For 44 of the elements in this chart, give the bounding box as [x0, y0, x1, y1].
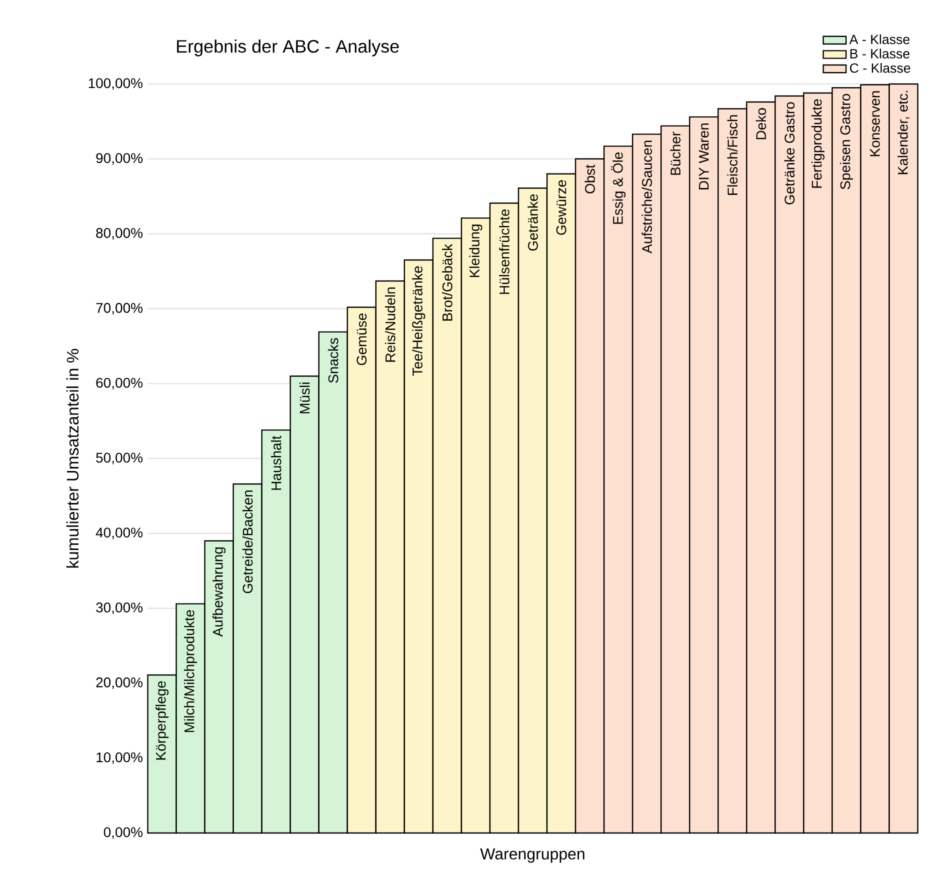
x-tick-label: Haushalt — [270, 436, 282, 490]
x-tick-label: Hülsenfrüchte — [499, 209, 510, 294]
y-tick-label: 10,00% — [96, 752, 143, 764]
x-tick-label: Essig & Öle — [611, 152, 626, 224]
x-tick-label: Körperpflege — [155, 681, 169, 760]
x-tick-label: Milch/Milchprodukte — [184, 610, 198, 732]
x-tick-label: Gewürze — [556, 180, 566, 235]
legend-label: B - Klasse — [850, 48, 910, 58]
y-tick-label: 70,00% — [96, 302, 143, 314]
y-tick-label: 30,00% — [96, 602, 143, 614]
x-axis-title: Warengruppen — [480, 848, 584, 863]
x-tick-label: DIY Waren — [698, 123, 709, 190]
y-tick-label: 50,00% — [96, 452, 143, 464]
x-tick-label: Gemüse — [356, 313, 367, 366]
x-tick-label: Getreide/Backen — [242, 490, 253, 594]
x-tick-label: Fleisch/Fisch — [727, 115, 738, 195]
chart-title: Ergebnis der ABC - Analyse — [177, 40, 399, 56]
x-tick-label: Müsli — [299, 382, 310, 414]
x-tick-label: Aufstriche/Saucen — [642, 140, 652, 254]
x-tick-label: Kalender, etc. — [898, 90, 910, 174]
y-tick-label: 60,00% — [96, 378, 143, 390]
y-tick-label: 80,00% — [96, 228, 143, 240]
y-axis-title: kumulierter Umsatzanteil in % — [66, 348, 79, 568]
legend-label: A - Klasse — [849, 34, 910, 44]
x-tick-label: Bücher — [670, 132, 680, 175]
x-tick-label: Snacks — [328, 338, 338, 383]
x-tick-label: Getränke — [528, 194, 538, 251]
y-tick-label: 40,00% — [96, 528, 143, 540]
x-tick-label: Konserven — [870, 91, 880, 156]
x-tick-label: Aufbewahrung — [212, 547, 226, 637]
x-tick-label: Deko — [756, 108, 766, 140]
x-tick-label: Getränke Gastro — [784, 102, 795, 204]
y-tick-label: 90,00% — [96, 153, 143, 165]
x-tick-label: Brot/Gebäck — [442, 244, 452, 321]
x-tick-label: Obst — [584, 164, 595, 194]
x-tick-label: Tee/Heißgetränke — [412, 266, 426, 376]
y-tick-label: 0,00% — [104, 827, 143, 839]
x-tick-label: Speisen Gastro — [840, 94, 853, 190]
x-tick-label: Kleidung — [469, 224, 482, 278]
y-tick-label: 20,00% — [96, 677, 143, 689]
x-tick-label: Reis/Nudeln — [385, 288, 396, 362]
legend-label: C - Klasse — [850, 63, 910, 73]
y-tick-label: 100,00% — [88, 78, 143, 90]
x-tick-label: Fertigprodukte — [811, 99, 824, 188]
